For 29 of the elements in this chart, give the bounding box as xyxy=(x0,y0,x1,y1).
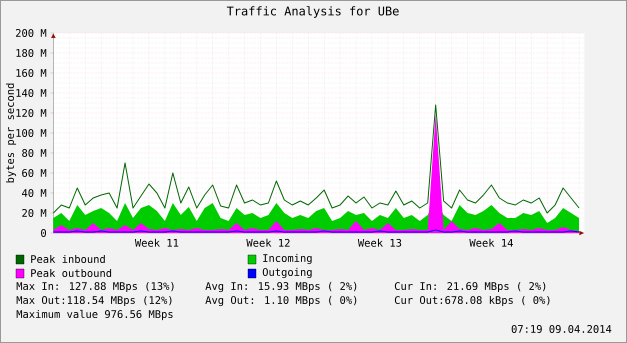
y-tick-label: 200 M xyxy=(16,29,46,37)
x-tick-label: Week 14 xyxy=(469,238,513,247)
y-tick-label: 120 M xyxy=(16,109,46,117)
text: Max In: 127.88 MBps (13%) xyxy=(16,282,174,292)
x-tick-label: Week 12 xyxy=(246,238,290,247)
y-tick-label: 0 xyxy=(41,229,46,237)
y-tick-label: 140 M xyxy=(16,89,46,97)
chart-title: Traffic Analysis for UBe xyxy=(226,6,399,18)
x-tick-label: Week 11 xyxy=(134,238,178,247)
text: Avg Out: 1.10 MBps ( 0%) xyxy=(205,296,356,306)
legend-label: Peak outbound xyxy=(31,268,112,278)
y-tick-label: 100 M xyxy=(16,129,46,137)
y-tick-label: 60 M xyxy=(22,169,46,177)
y-axis-title: bytes per second xyxy=(6,84,16,182)
text: Cur In: 21.69 MBps ( 2%) xyxy=(394,282,546,292)
y-tick-label: 20 M xyxy=(22,209,46,217)
text: Avg In: 15.93 MBps ( 2%) xyxy=(205,282,356,292)
text: Cur Out:678.08 kBps ( 0%) xyxy=(394,296,550,306)
x-tick-label: Week 13 xyxy=(358,238,402,247)
y-tick-label: 80 M xyxy=(22,149,46,157)
legend-label: Peak inbound xyxy=(31,254,105,264)
text: Max Out:118.54 MBps (12%) xyxy=(16,296,172,306)
y-tick-label: 40 M xyxy=(22,189,46,197)
legend-label: Incoming xyxy=(263,254,312,264)
legend-label: Outgoing xyxy=(262,268,312,278)
y-tick-label: 180 M xyxy=(16,49,46,57)
y-tick-label: 160 M xyxy=(16,69,46,77)
text: 07:19 09.04.2014 xyxy=(512,325,612,333)
text: Maximum value 976.56 MBps xyxy=(16,310,173,320)
